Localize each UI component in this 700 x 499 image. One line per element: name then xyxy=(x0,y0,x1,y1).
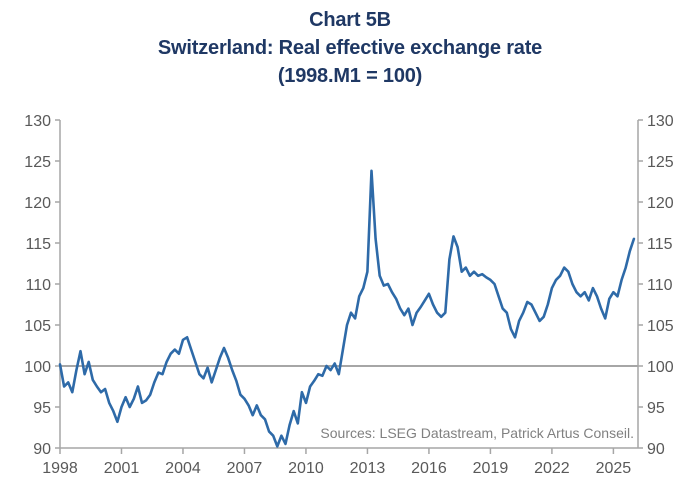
x-tick-label: 2016 xyxy=(411,460,447,477)
series-line-reer xyxy=(58,169,636,448)
y-tick-label-left: 95 xyxy=(33,400,51,417)
y-tick-label-right: 125 xyxy=(647,154,674,171)
y-tick-label-right: 115 xyxy=(647,236,673,253)
y-tick-label-right: 120 xyxy=(647,195,674,212)
x-tick-label: 2013 xyxy=(350,460,386,477)
y-tick-label-left: 125 xyxy=(24,154,51,171)
y-tick-label-right: 105 xyxy=(647,318,674,335)
y-tick-label-left: 130 xyxy=(24,113,51,130)
y-tick-label-left: 110 xyxy=(25,277,51,294)
y-tick-label-left: 115 xyxy=(25,236,51,253)
x-tick-label: 2010 xyxy=(288,460,324,477)
x-tick-label: 2019 xyxy=(473,460,509,477)
y-tick-label-right: 100 xyxy=(647,359,674,376)
x-tick-label: 2007 xyxy=(227,460,263,477)
axes-layer: 130 130 125 125 120 120 115 115 110 110 105 105 100 1… xyxy=(24,113,674,477)
chart-title: Chart 5B xyxy=(309,9,391,31)
x-tick-label: 2001 xyxy=(104,460,140,477)
y-tick-label-right: 130 xyxy=(647,113,674,130)
y-tick-label-right: 90 xyxy=(647,441,665,458)
chart-subtitle-base: (1998.M1 = 100) xyxy=(277,65,423,87)
y-tick-label-left: 105 xyxy=(24,318,51,335)
x-tick-label: 1998 xyxy=(42,460,78,477)
y-tick-label-right: 110 xyxy=(647,277,673,294)
y-tick-label-right: 95 xyxy=(647,400,665,417)
x-tick-label: 2022 xyxy=(534,460,570,477)
chart-title-block: Chart 5B Switzerland: Real effective exc… xyxy=(0,6,700,90)
source-note: Sources: LSEG Datastream, Patrick Artus … xyxy=(320,425,634,441)
y-tick-label-left: 90 xyxy=(33,441,51,458)
series-layer xyxy=(58,169,636,448)
chart-subtitle: Switzerland: Real effective exchange rat… xyxy=(157,37,543,59)
x-tick-label: 2025 xyxy=(596,460,632,477)
y-tick-label-left: 120 xyxy=(24,195,51,212)
x-tick-label: 2004 xyxy=(165,460,201,477)
y-tick-label-left: 100 xyxy=(24,359,51,376)
